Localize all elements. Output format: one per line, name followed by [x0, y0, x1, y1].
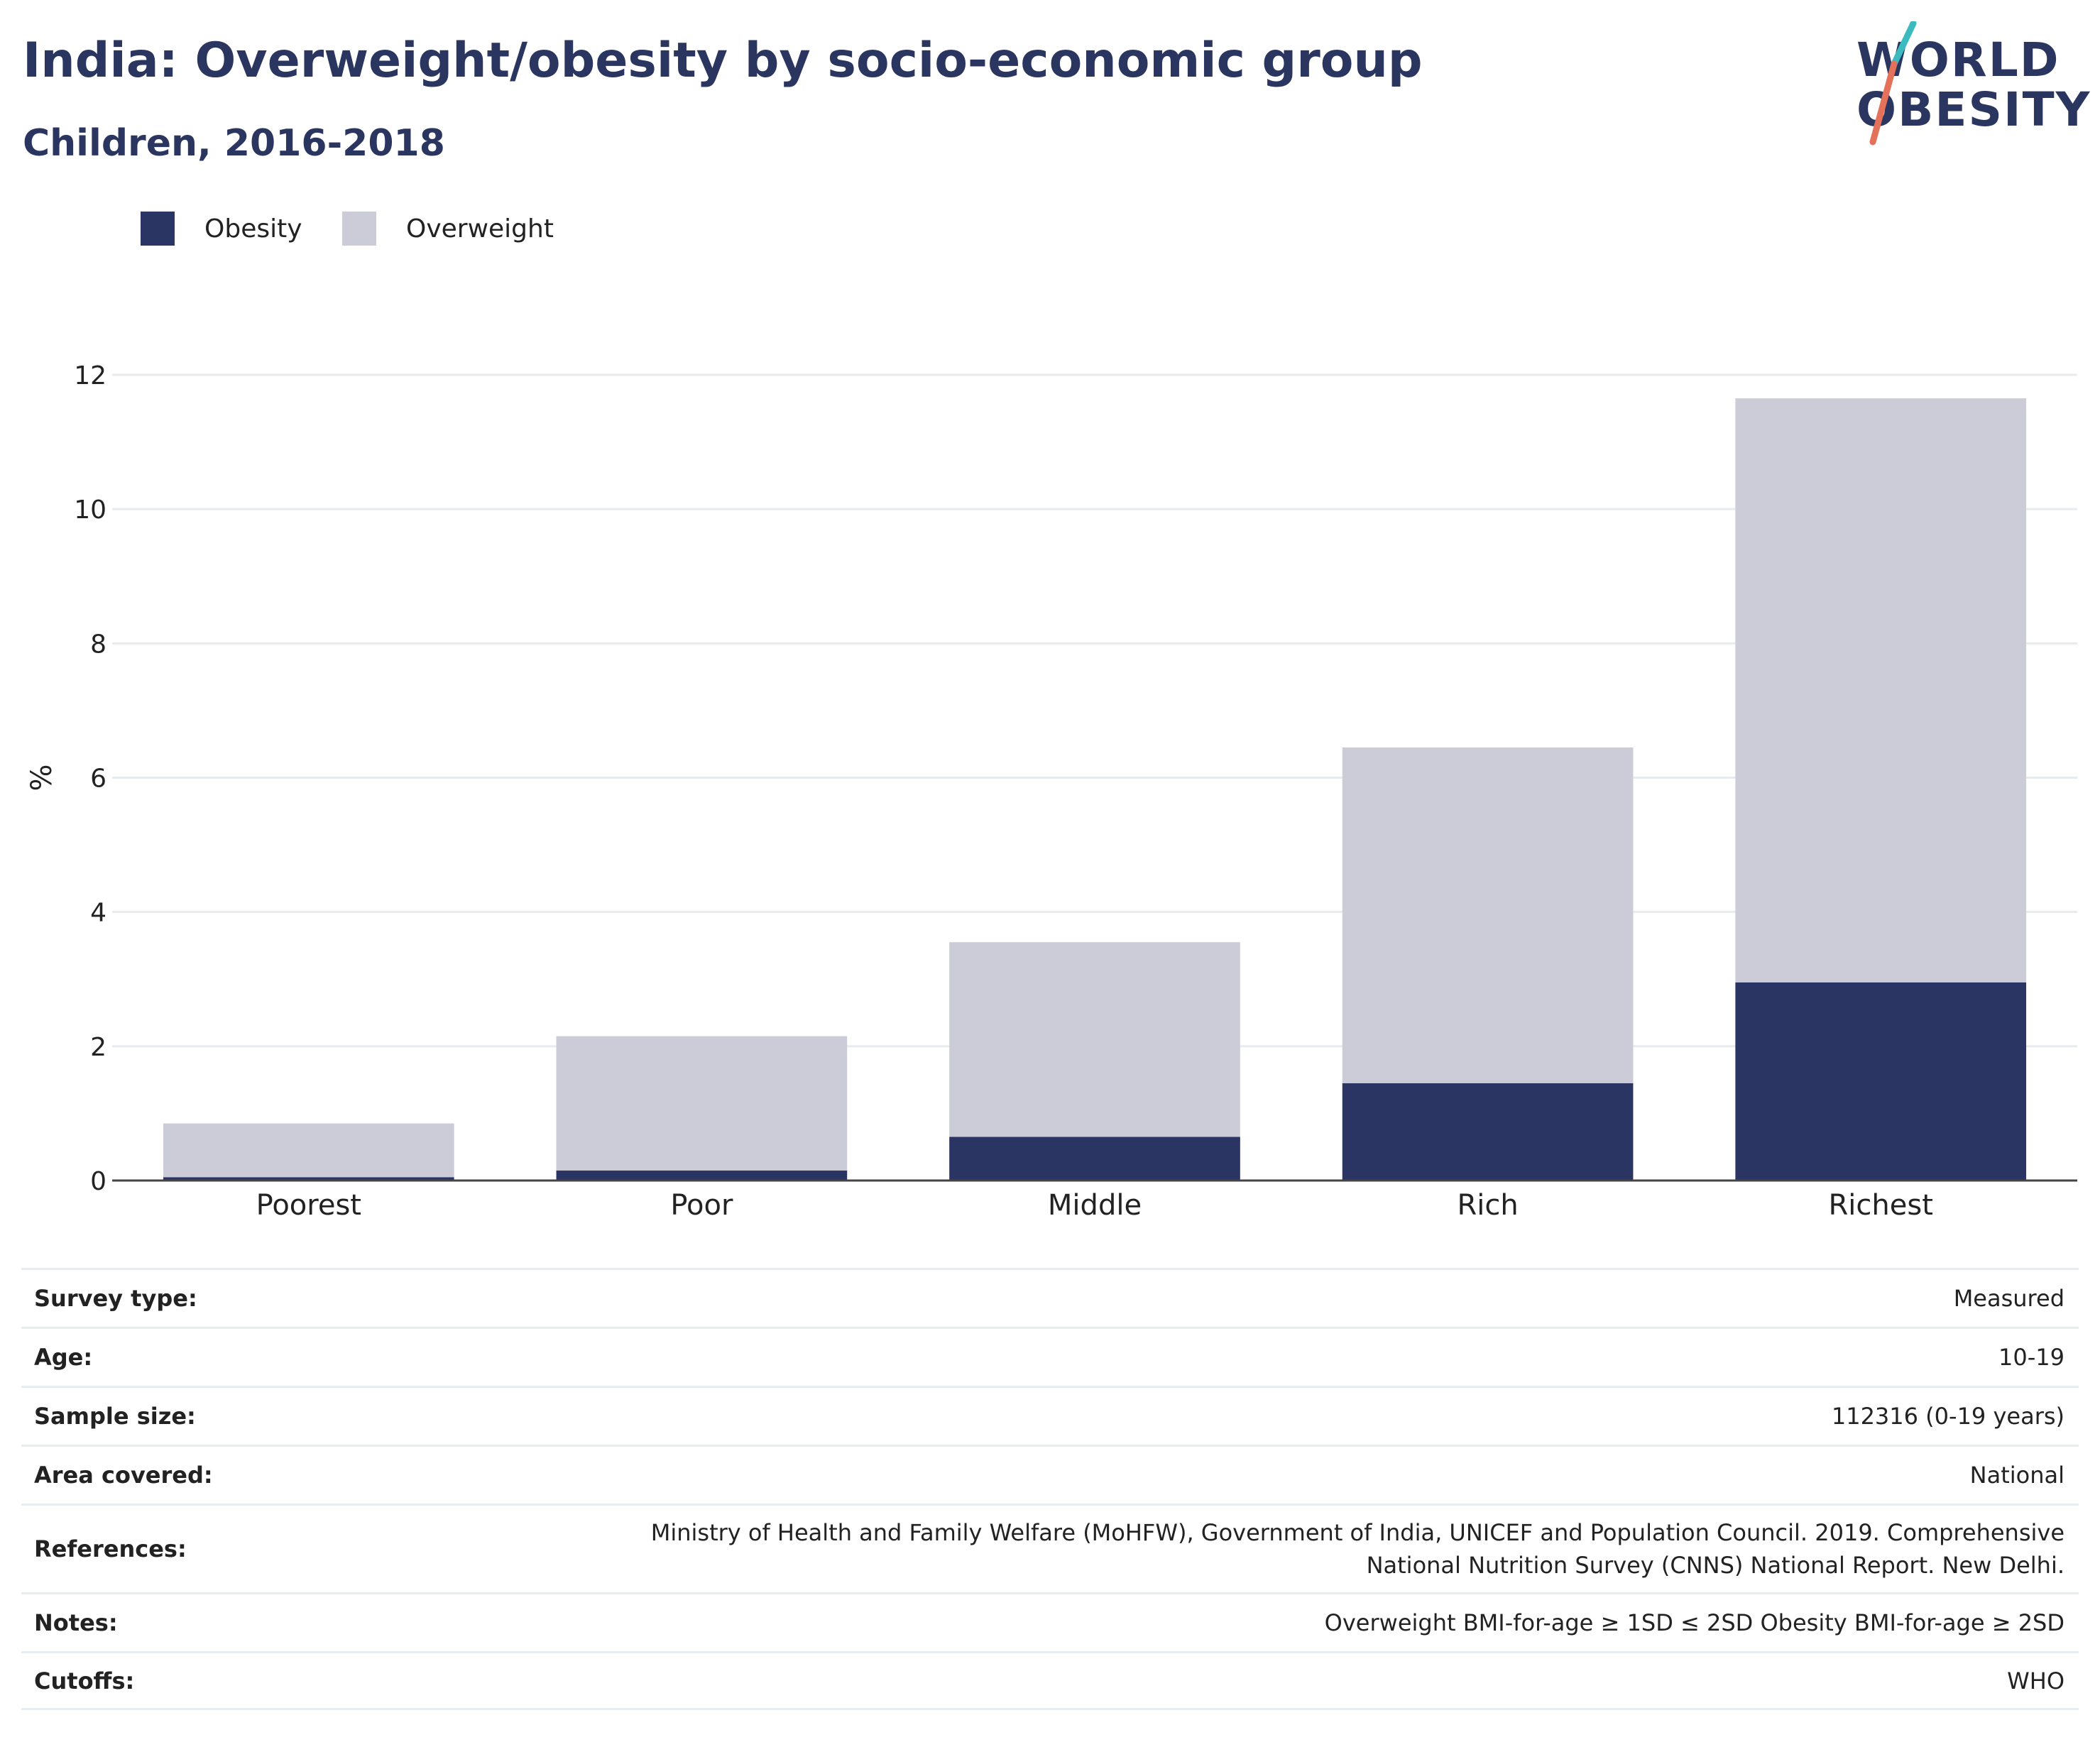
- legend-item-overweight: Overweight: [342, 212, 554, 246]
- logo-slash-icon: [1869, 21, 1917, 146]
- meta-value: Ministry of Health and Family Welfare (M…: [650, 1519, 2065, 1579]
- y-tick-label: 10: [74, 495, 106, 525]
- meta-value: WHO: [2007, 1667, 2065, 1694]
- meta-label: Sample size:: [34, 1403, 196, 1430]
- meta-label: Area covered:: [34, 1462, 213, 1489]
- y-axis: 0 2 4 6 8 10 12: [74, 361, 106, 1196]
- bar-overweight-middle: [949, 942, 1240, 1137]
- y-tick-label: 2: [90, 1033, 106, 1062]
- y-axis-label: %: [26, 764, 58, 791]
- y-tick-label: 12: [74, 361, 106, 390]
- chart-title: India: Overweight/obesity by socio-econo…: [23, 33, 1423, 89]
- meta-row: Cutoffs: WHO: [21, 1651, 2079, 1710]
- meta-value: 112316 (0-19 years): [1831, 1403, 2065, 1430]
- bar-overweight-richest: [1735, 398, 2027, 982]
- bar-obesity-rich: [1342, 1083, 1634, 1181]
- legend-label-obesity: Obesity: [204, 214, 302, 243]
- bar-chart: 0 2 4 6 8 10 12 Poorest Poor Middle Rich Richest %: [26, 361, 2077, 1222]
- meta-row: Age: 10-19: [21, 1327, 2079, 1386]
- legend-label-overweight: Overweight: [406, 214, 554, 243]
- x-tick-label: Middle: [1048, 1189, 1142, 1222]
- x-tick-label: Rich: [1457, 1189, 1518, 1222]
- meta-value: Measured: [1953, 1285, 2065, 1312]
- x-axis: Poorest Poor Middle Rich Richest: [256, 1189, 1933, 1222]
- bar-overweight-rich: [1342, 747, 1634, 1083]
- meta-value: 10-19: [1998, 1344, 2065, 1371]
- world-obesity-logo: WORLD OBESITY: [1853, 21, 2089, 149]
- meta-label: Cutoffs:: [34, 1667, 135, 1694]
- meta-row: Sample size: 112316 (0-19 years): [21, 1386, 2079, 1445]
- meta-label: Notes:: [34, 1609, 118, 1636]
- y-tick-label: 0: [90, 1167, 106, 1196]
- meta-row: Area covered: National: [21, 1445, 2079, 1504]
- legend-swatch-overweight: [342, 212, 376, 246]
- bar-overweight-poor: [556, 1036, 848, 1171]
- meta-row: Survey type: Measured: [21, 1268, 2079, 1327]
- meta-row: Notes: Overweight BMI-for-age ≥ 1SD ≤ 2SD…: [21, 1592, 2079, 1651]
- meta-value: Overweight BMI-for-age ≥ 1SD ≤ 2SD Obesi…: [1324, 1609, 2065, 1636]
- meta-row: References: Ministry of Health and Family…: [21, 1504, 2079, 1592]
- meta-label: References:: [34, 1535, 187, 1562]
- x-tick-label: Richest: [1829, 1189, 1933, 1222]
- bar-obesity-middle: [949, 1137, 1240, 1181]
- logo-word-2: OBESITY: [1856, 82, 2091, 137]
- bar-obesity-poorest: [163, 1177, 454, 1181]
- x-tick-label: Poorest: [256, 1189, 361, 1222]
- bar-overweight-poorest: [163, 1123, 454, 1178]
- y-tick-label: 8: [90, 630, 106, 659]
- bar-obesity-poor: [556, 1170, 848, 1181]
- y-tick-label: 6: [90, 765, 106, 794]
- bars: [163, 398, 2027, 1181]
- bar-obesity-richest: [1735, 982, 2027, 1181]
- survey-details-table: Survey type: Measured Age: 10-19 Sample size…: [21, 1268, 2079, 1710]
- legend-item-obesity: Obesity: [141, 212, 302, 246]
- meta-value: National: [1969, 1462, 2065, 1489]
- meta-label: Age:: [34, 1344, 93, 1371]
- x-tick-label: Poor: [670, 1189, 733, 1222]
- chart-subtitle: Children, 2016-2018: [23, 122, 445, 165]
- y-tick-label: 4: [90, 899, 106, 928]
- legend-swatch-obesity: [141, 212, 175, 246]
- meta-label: Survey type:: [34, 1285, 197, 1312]
